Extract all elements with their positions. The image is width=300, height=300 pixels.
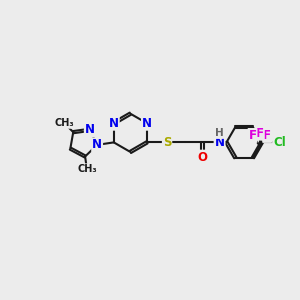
Text: N: N	[85, 123, 95, 136]
Text: N: N	[109, 117, 119, 130]
Text: N: N	[142, 117, 152, 130]
Text: H: H	[215, 128, 224, 138]
Text: CH₃: CH₃	[55, 118, 74, 128]
Text: F: F	[248, 129, 256, 142]
Text: CH₃: CH₃	[77, 164, 97, 174]
Text: F: F	[256, 127, 264, 140]
Text: Cl: Cl	[273, 136, 286, 149]
Text: N: N	[214, 136, 225, 149]
Text: F: F	[263, 129, 271, 142]
Text: N: N	[92, 138, 102, 152]
Text: O: O	[197, 151, 207, 164]
Text: S: S	[163, 136, 171, 149]
